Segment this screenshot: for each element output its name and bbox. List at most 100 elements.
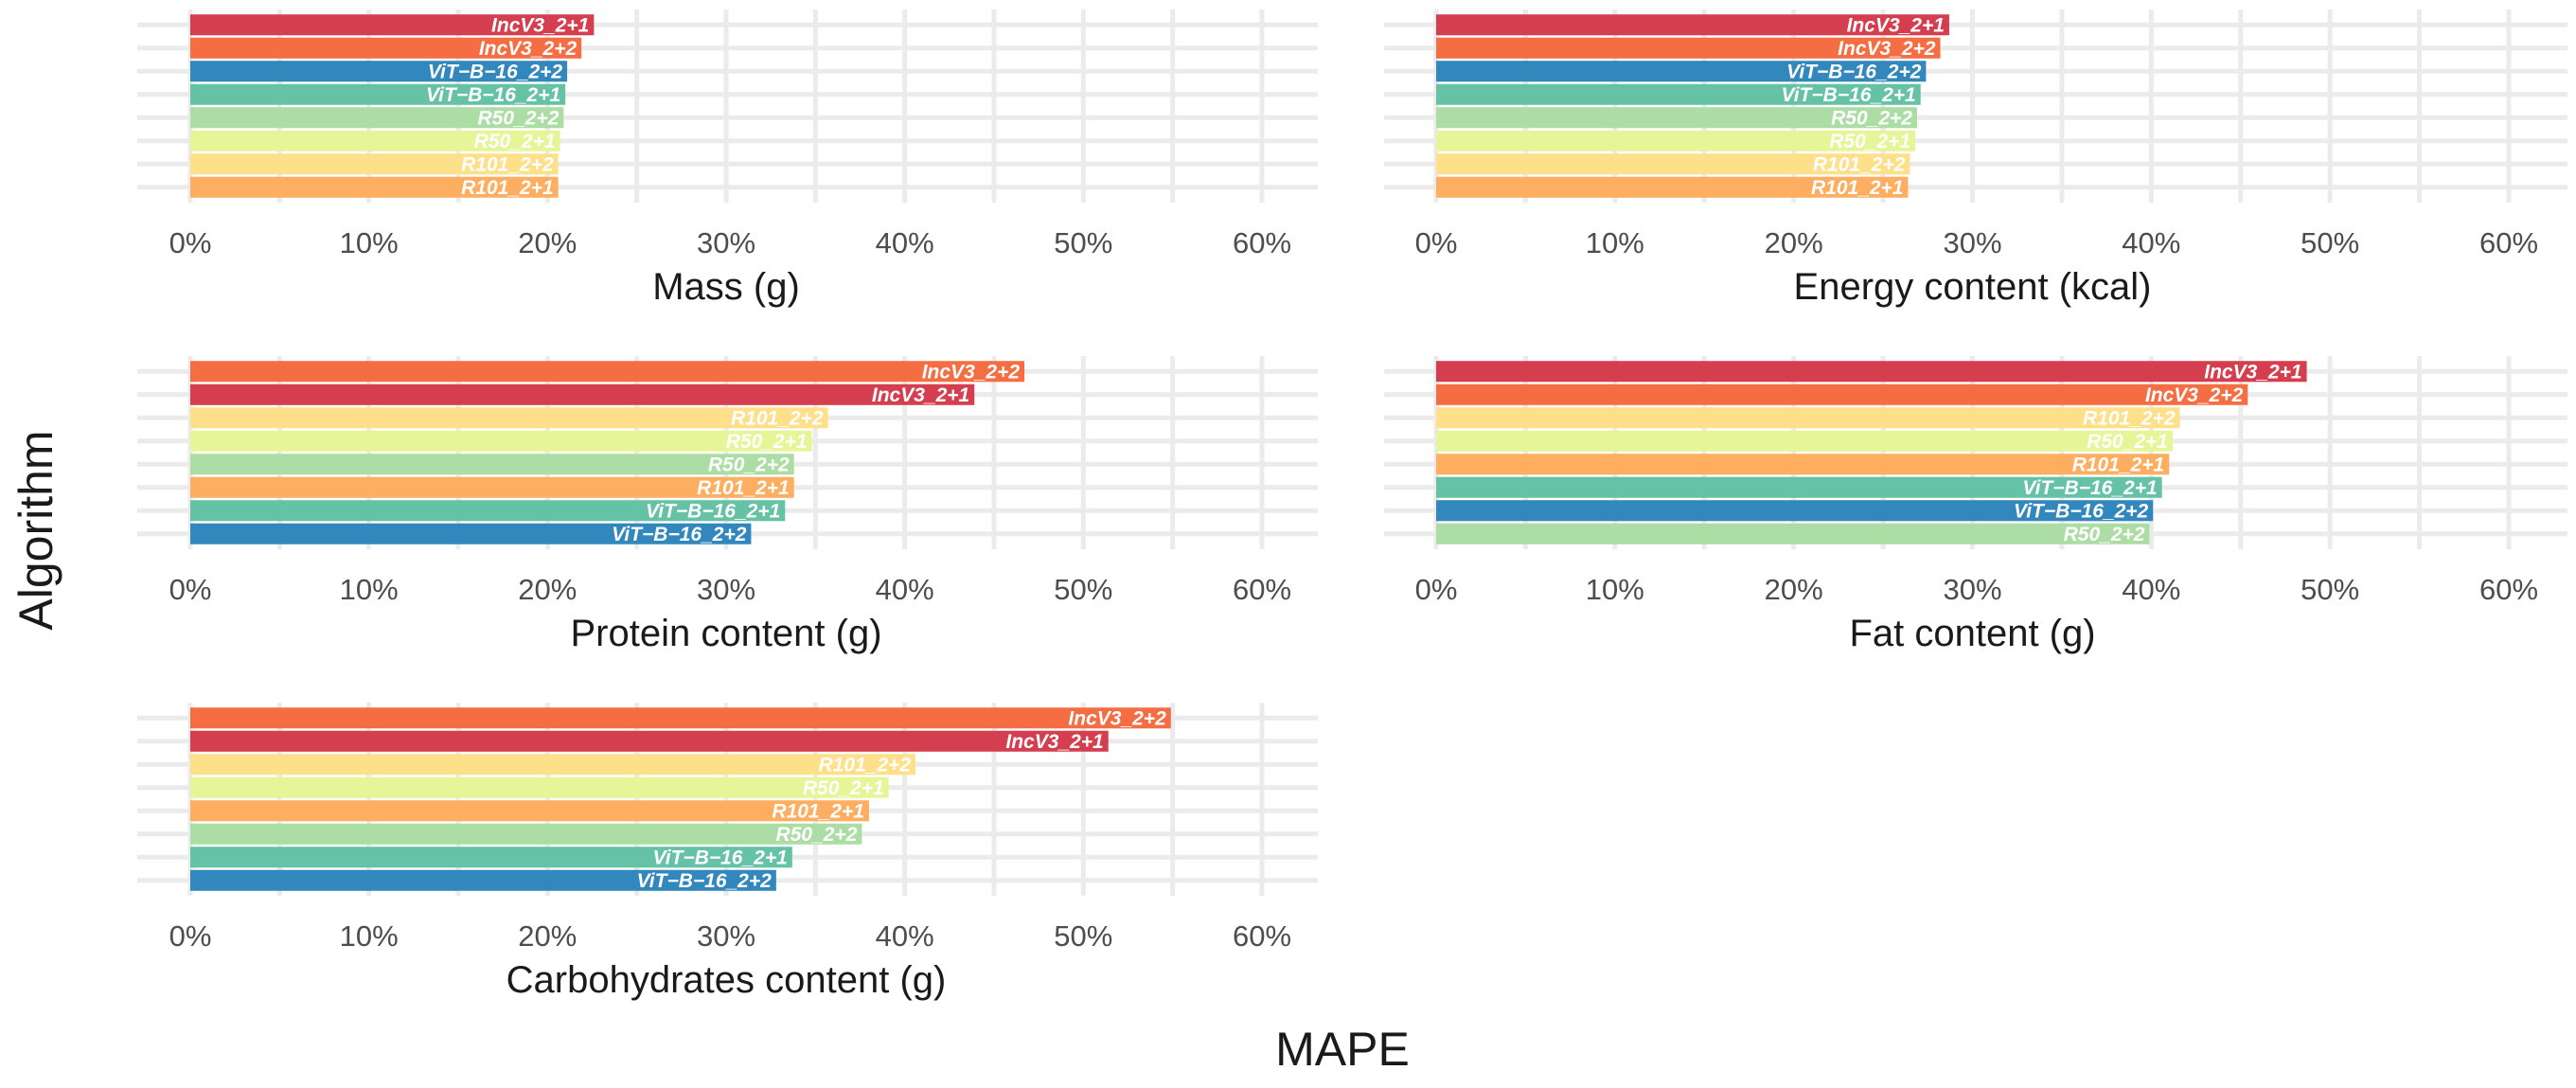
x-tick-label: 20% <box>1765 573 1823 606</box>
x-tick-label: 30% <box>697 573 755 606</box>
bar <box>190 153 559 175</box>
bar-label: R101_2+2 <box>731 407 824 429</box>
bar <box>190 800 869 822</box>
panel-1: IncV3_2+1IncV3_2+2ViT−B−16_2+2ViT−B−16_2… <box>137 9 1318 308</box>
panel-title: Energy content (kcal) <box>1794 266 2152 308</box>
bar-label: R50_2+1 <box>2087 431 2168 453</box>
x-tick-label: 60% <box>1233 573 1291 606</box>
bar <box>190 37 582 59</box>
x-tick-label: 20% <box>518 919 577 953</box>
panel-title: Mass (g) <box>652 266 800 308</box>
bar-label: ViT−B−16_2+1 <box>646 500 780 522</box>
bar <box>190 754 915 776</box>
bar-label: R50_2+1 <box>474 131 556 152</box>
bar <box>1436 361 2307 383</box>
x-tick-label: 30% <box>697 226 755 259</box>
bar <box>1436 454 2170 475</box>
bar-label: IncV3_2+1 <box>491 14 589 36</box>
x-tick-label: 10% <box>340 573 399 606</box>
x-tick-label: 30% <box>1943 226 2001 259</box>
x-tick-label: 50% <box>2301 573 2359 606</box>
bar <box>190 83 566 105</box>
bar-label: ViT−B−16_2+2 <box>2014 500 2149 522</box>
bar-label: ViT−B−16_2+2 <box>1786 61 1922 82</box>
bar-label: IncV3_2+2 <box>479 38 577 60</box>
bar-label: R50_2+2 <box>776 824 858 846</box>
bar <box>190 730 1109 752</box>
bar-label: ViT−B−16_2+2 <box>612 524 747 545</box>
x-axis-title: MAPE <box>1275 1023 1410 1076</box>
bar <box>190 361 1025 383</box>
bar-label: R50_2+2 <box>2064 524 2145 545</box>
x-tick-label: 60% <box>1233 919 1291 953</box>
x-tick-label: 40% <box>876 919 934 953</box>
x-tick-label: 10% <box>340 226 399 259</box>
panel-title: Carbohydrates content (g) <box>506 959 947 1001</box>
x-tick-label: 40% <box>2122 573 2180 606</box>
x-tick-label: 60% <box>1233 226 1291 259</box>
bar <box>190 383 975 405</box>
panel-2: IncV3_2+1IncV3_2+2ViT−B−16_2+2ViT−B−16_2… <box>1384 9 2567 308</box>
bar <box>190 500 786 522</box>
bar-label: R50_2+2 <box>477 107 559 129</box>
bar <box>1436 107 1917 129</box>
bar-label: IncV3_2+2 <box>2145 384 2244 406</box>
bar <box>190 454 794 475</box>
bar <box>190 407 828 429</box>
bar <box>190 476 794 498</box>
bar-label: R50_2+1 <box>803 777 884 799</box>
x-tick-label: 50% <box>1054 919 1112 953</box>
x-tick-label: 60% <box>2479 573 2538 606</box>
bar <box>190 176 559 198</box>
x-tick-label: 20% <box>518 226 577 259</box>
bar <box>190 776 889 798</box>
bar-label: R50_2+1 <box>726 431 808 453</box>
bar-label: IncV3_2+2 <box>1838 38 1936 60</box>
x-tick-label: 20% <box>518 573 577 606</box>
bar-label: IncV3_2+1 <box>2204 361 2301 383</box>
bar <box>190 107 564 129</box>
bar <box>1436 407 2180 429</box>
bar <box>1436 61 1927 82</box>
bar <box>1436 523 2150 544</box>
bar-label: ViT−B−16_2+1 <box>653 847 788 868</box>
bar-label: R101_2+2 <box>818 754 911 776</box>
x-tick-label: 40% <box>2122 226 2180 259</box>
bar <box>190 707 1171 729</box>
bar <box>1436 383 2248 405</box>
bar <box>190 869 776 891</box>
panel-4: IncV3_2+1IncV3_2+2R101_2+2R50_2+1R101_2+… <box>1384 356 2567 654</box>
x-tick-label: 0% <box>1415 226 1458 259</box>
bar-label: R50_2+2 <box>1831 107 1912 129</box>
x-tick-label: 20% <box>1765 226 1823 259</box>
bar <box>1436 153 1910 175</box>
x-tick-label: 10% <box>340 919 399 953</box>
bar-label: R101_2+1 <box>697 477 790 499</box>
bar-label: IncV3_2+1 <box>872 384 969 406</box>
x-tick-label: 30% <box>1943 573 2001 606</box>
bar-label: R50_2+1 <box>1829 131 1910 152</box>
x-tick-label: 0% <box>169 226 212 259</box>
x-tick-label: 0% <box>169 573 212 606</box>
bar <box>1436 476 2162 498</box>
bar <box>190 847 792 868</box>
x-tick-label: 0% <box>169 919 212 953</box>
panel-title: Fat content (g) <box>1849 613 2095 654</box>
x-tick-label: 50% <box>1054 226 1112 259</box>
x-tick-label: 40% <box>876 573 934 606</box>
bar-label: IncV3_2+2 <box>1068 707 1166 729</box>
x-tick-label: 10% <box>1586 226 1644 259</box>
x-tick-label: 10% <box>1586 573 1644 606</box>
bar-label: R101_2+2 <box>2083 407 2176 429</box>
bar-label: R101_2+1 <box>1811 177 1904 199</box>
bar <box>190 523 752 544</box>
bar-label: ViT−B−16_2+2 <box>637 870 773 892</box>
bar <box>190 61 568 82</box>
bar-label: ViT−B−16_2+2 <box>428 61 563 82</box>
x-tick-label: 30% <box>697 919 755 953</box>
bar <box>1436 500 2154 522</box>
bar <box>190 430 812 452</box>
bar-label: ViT−B−16_2+1 <box>426 84 560 106</box>
